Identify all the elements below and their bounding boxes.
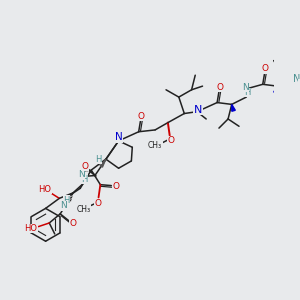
Text: N: N xyxy=(242,82,249,91)
Text: HO: HO xyxy=(38,185,51,194)
Text: CH₃: CH₃ xyxy=(77,205,91,214)
Polygon shape xyxy=(274,86,277,93)
Text: O: O xyxy=(70,219,76,228)
Text: O: O xyxy=(167,136,174,146)
Text: N: N xyxy=(78,170,85,179)
Text: N: N xyxy=(115,132,122,142)
Text: O: O xyxy=(81,162,88,171)
Text: O: O xyxy=(216,82,224,91)
Text: O: O xyxy=(112,182,119,191)
Text: H: H xyxy=(63,196,70,205)
Text: O: O xyxy=(262,64,269,73)
Text: HO: HO xyxy=(25,224,38,233)
Text: O: O xyxy=(138,112,145,121)
Text: H: H xyxy=(299,80,300,89)
Text: H: H xyxy=(81,175,87,184)
Text: H: H xyxy=(244,88,250,97)
Text: N: N xyxy=(61,201,67,210)
Text: N: N xyxy=(194,105,202,115)
Text: N: N xyxy=(293,74,300,84)
Polygon shape xyxy=(232,104,235,111)
Polygon shape xyxy=(100,159,106,167)
Text: CH₃: CH₃ xyxy=(148,141,162,150)
Text: H: H xyxy=(95,154,102,164)
Text: O: O xyxy=(94,199,101,208)
